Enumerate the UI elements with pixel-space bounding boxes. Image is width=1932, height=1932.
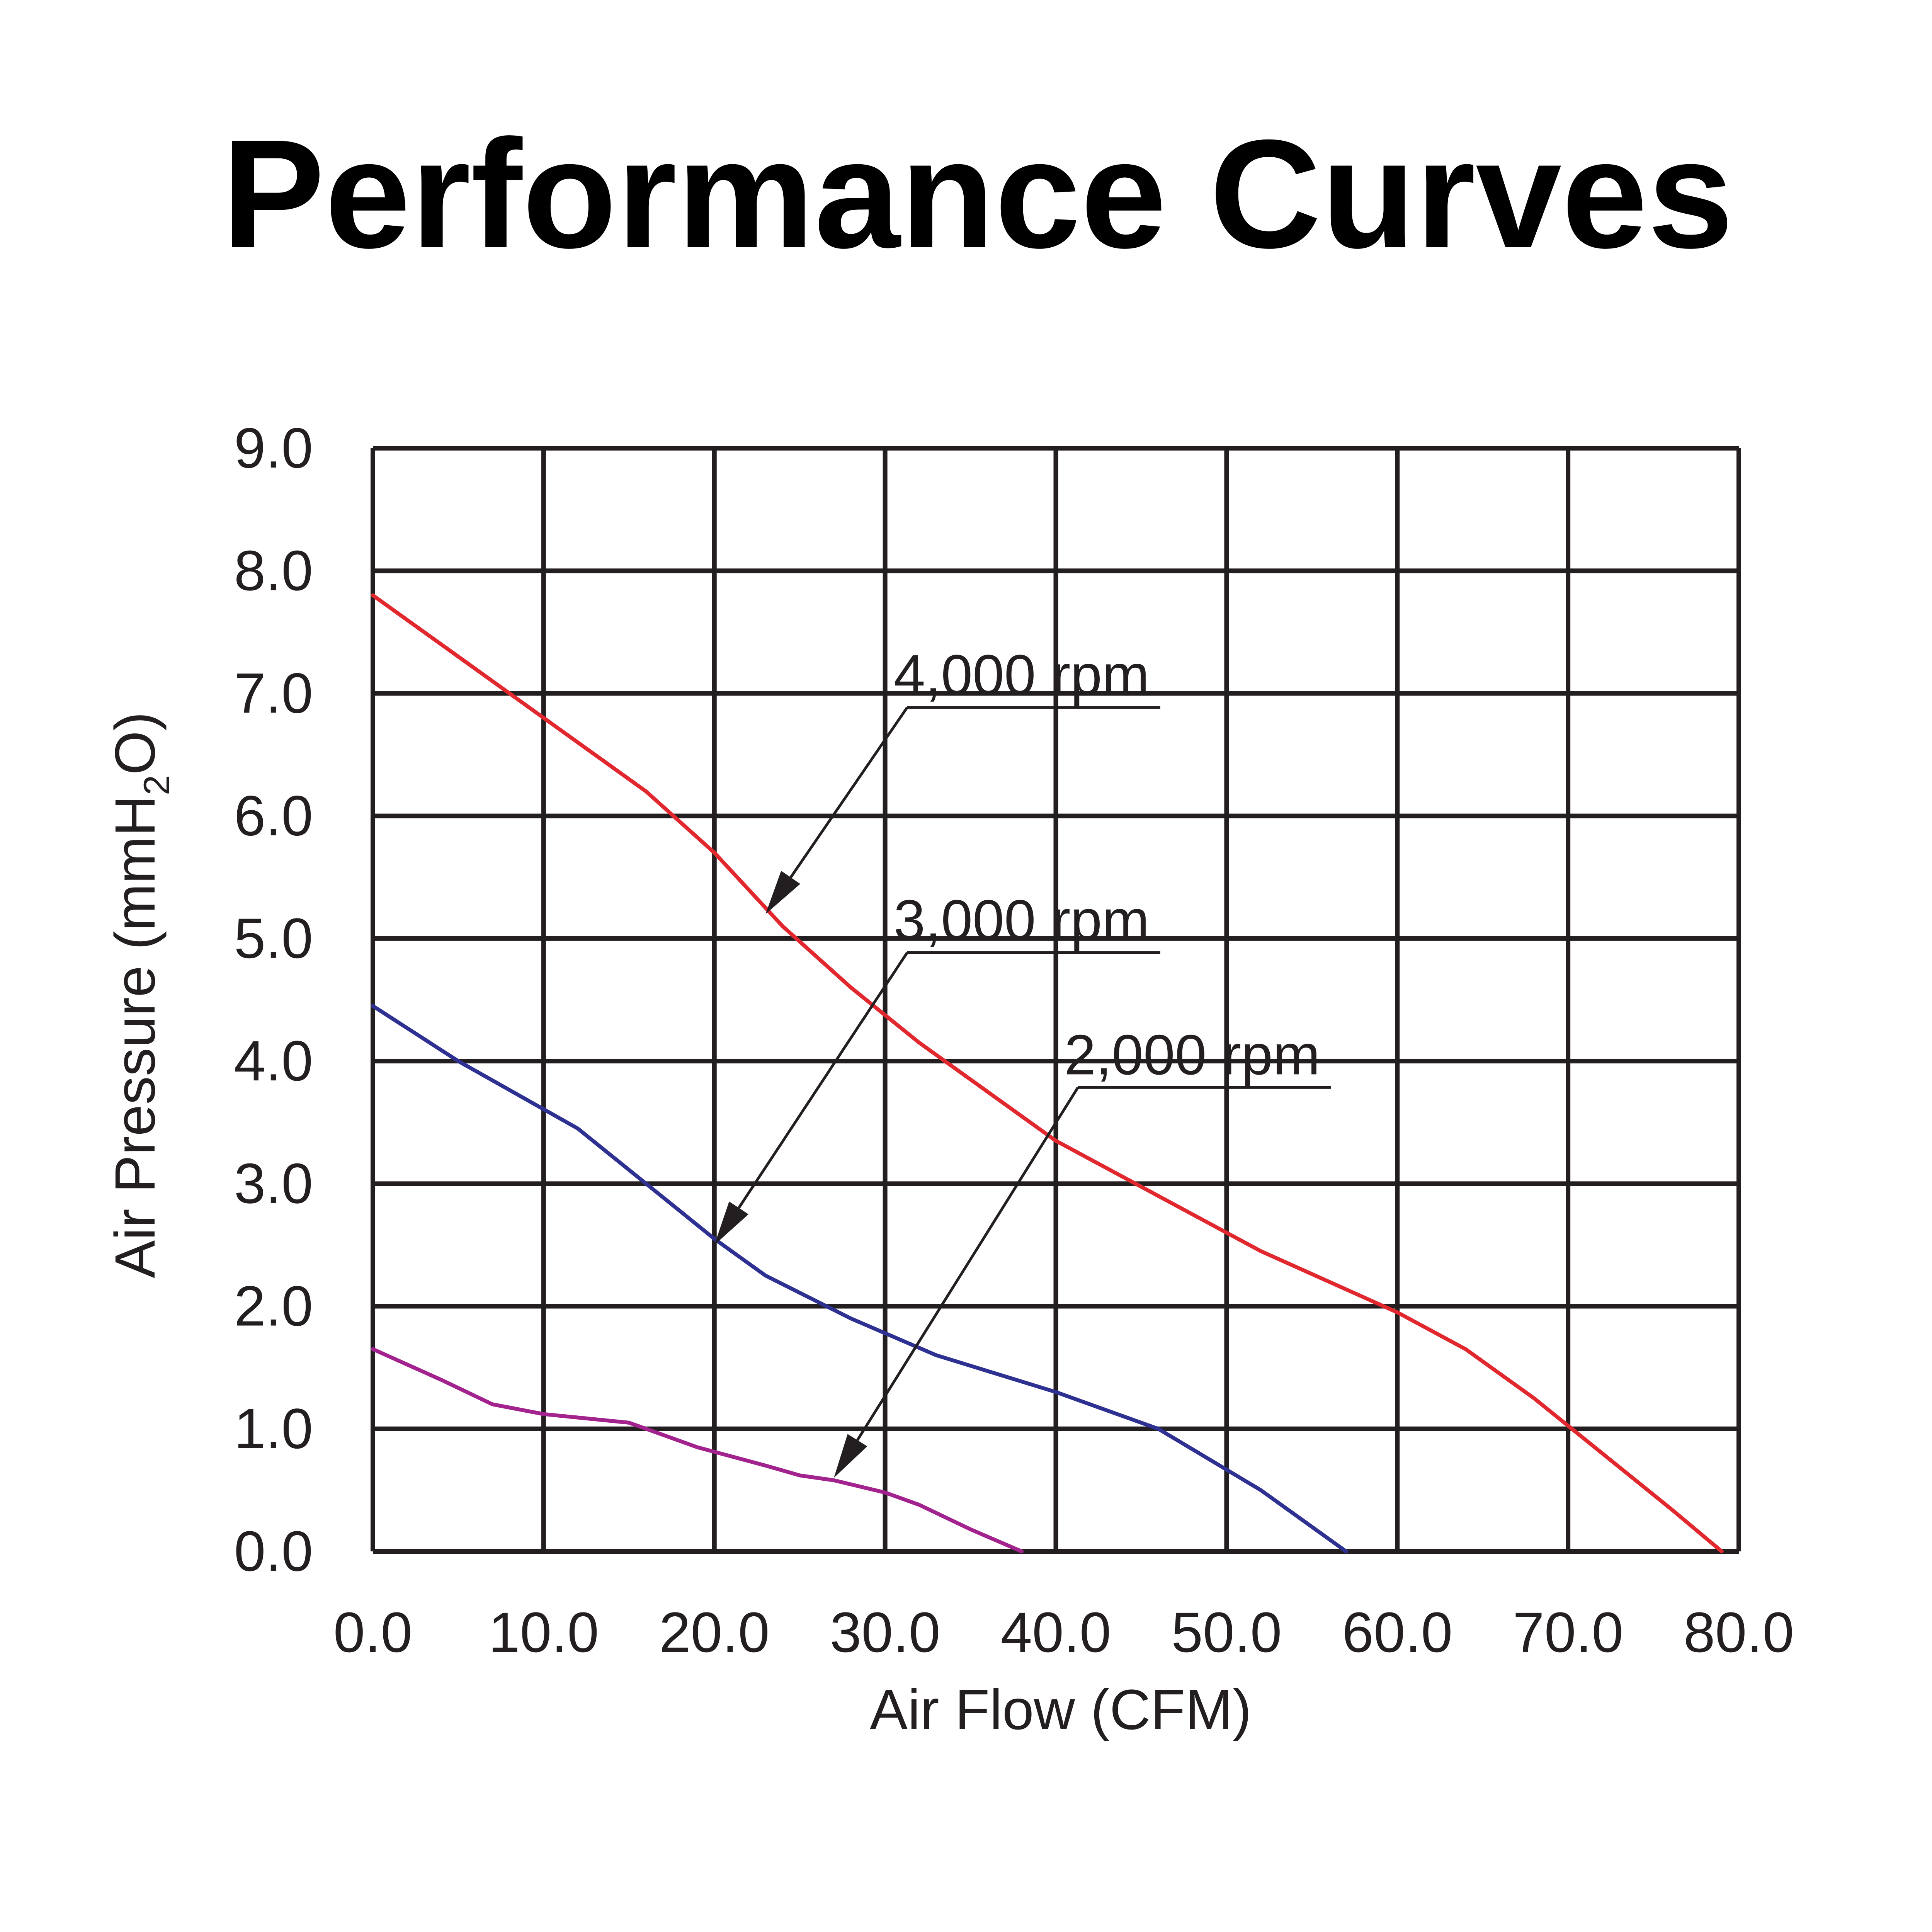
series-line-4000-rpm [371, 593, 1724, 1553]
series-lines [371, 593, 1724, 1553]
x-tick-label: 0.0 [333, 1601, 412, 1664]
annotation-arrowhead [765, 871, 801, 914]
annotation-arrowhead [714, 1201, 749, 1245]
x-tick-labels: 0.0 10.0 20.0 30.0 40.0 50.0 60.0 70.0 80.0 [333, 1601, 1794, 1664]
y-axis-label-subscript: 2 [136, 775, 177, 795]
x-tick-label: 30.0 [830, 1601, 940, 1664]
y-tick-label: 3.0 [234, 1152, 313, 1215]
y-tick-label: 7.0 [234, 662, 313, 725]
y-tick-label: 4.0 [234, 1029, 313, 1093]
annotation-leader-line [738, 952, 908, 1209]
series-line-2000-rpm [371, 1347, 1024, 1553]
y-tick-label: 9.0 [234, 417, 313, 480]
x-tick-label: 80.0 [1684, 1601, 1794, 1664]
y-tick-label: 1.0 [234, 1397, 313, 1461]
y-axis-label-end: O) [104, 712, 167, 775]
x-tick-label: 10.0 [488, 1601, 599, 1664]
series-line-3000-rpm [371, 1004, 1348, 1553]
annotation-4000-rpm: 4,000 rpm [765, 643, 1160, 914]
annotation-leader-line [789, 707, 908, 878]
y-tick-labels: 0.0 1.0 2.0 3.0 4.0 5.0 6.0 7.0 8.0 9.0 [234, 417, 313, 1583]
x-tick-label: 50.0 [1171, 1601, 1282, 1664]
x-tick-label: 70.0 [1513, 1601, 1623, 1664]
y-tick-label: 2.0 [234, 1275, 313, 1338]
chart-title: Performance Curves [222, 107, 1734, 280]
annotation-3000-rpm: 3,000 rpm [714, 888, 1160, 1245]
annotation-label: 4,000 rpm [894, 643, 1150, 707]
annotation-leader-line [856, 1087, 1079, 1441]
x-tick-label: 60.0 [1342, 1601, 1452, 1664]
y-tick-label: 5.0 [234, 907, 313, 970]
annotation-label: 3,000 rpm [894, 888, 1150, 952]
annotations: 4,000 rpm 3,000 rpm 2,000 rpm [714, 643, 1331, 1478]
y-tick-label: 8.0 [234, 539, 313, 602]
grid [371, 446, 1741, 1554]
y-tick-label: 0.0 [234, 1520, 313, 1583]
y-axis-label: Air Pressure (mmH2O) [104, 712, 177, 1278]
annotation-arrowhead [834, 1434, 867, 1478]
annotation-label: 2,000 rpm [1065, 1023, 1320, 1087]
x-tick-label: 20.0 [659, 1601, 770, 1664]
y-tick-label: 6.0 [234, 784, 313, 848]
x-tick-label: 40.0 [1000, 1601, 1111, 1664]
x-axis-label: Air Flow (CFM) [870, 1678, 1252, 1742]
annotation-2000-rpm: 2,000 rpm [834, 1023, 1331, 1478]
y-axis-label-main: Air Pressure (mmH [104, 795, 167, 1278]
